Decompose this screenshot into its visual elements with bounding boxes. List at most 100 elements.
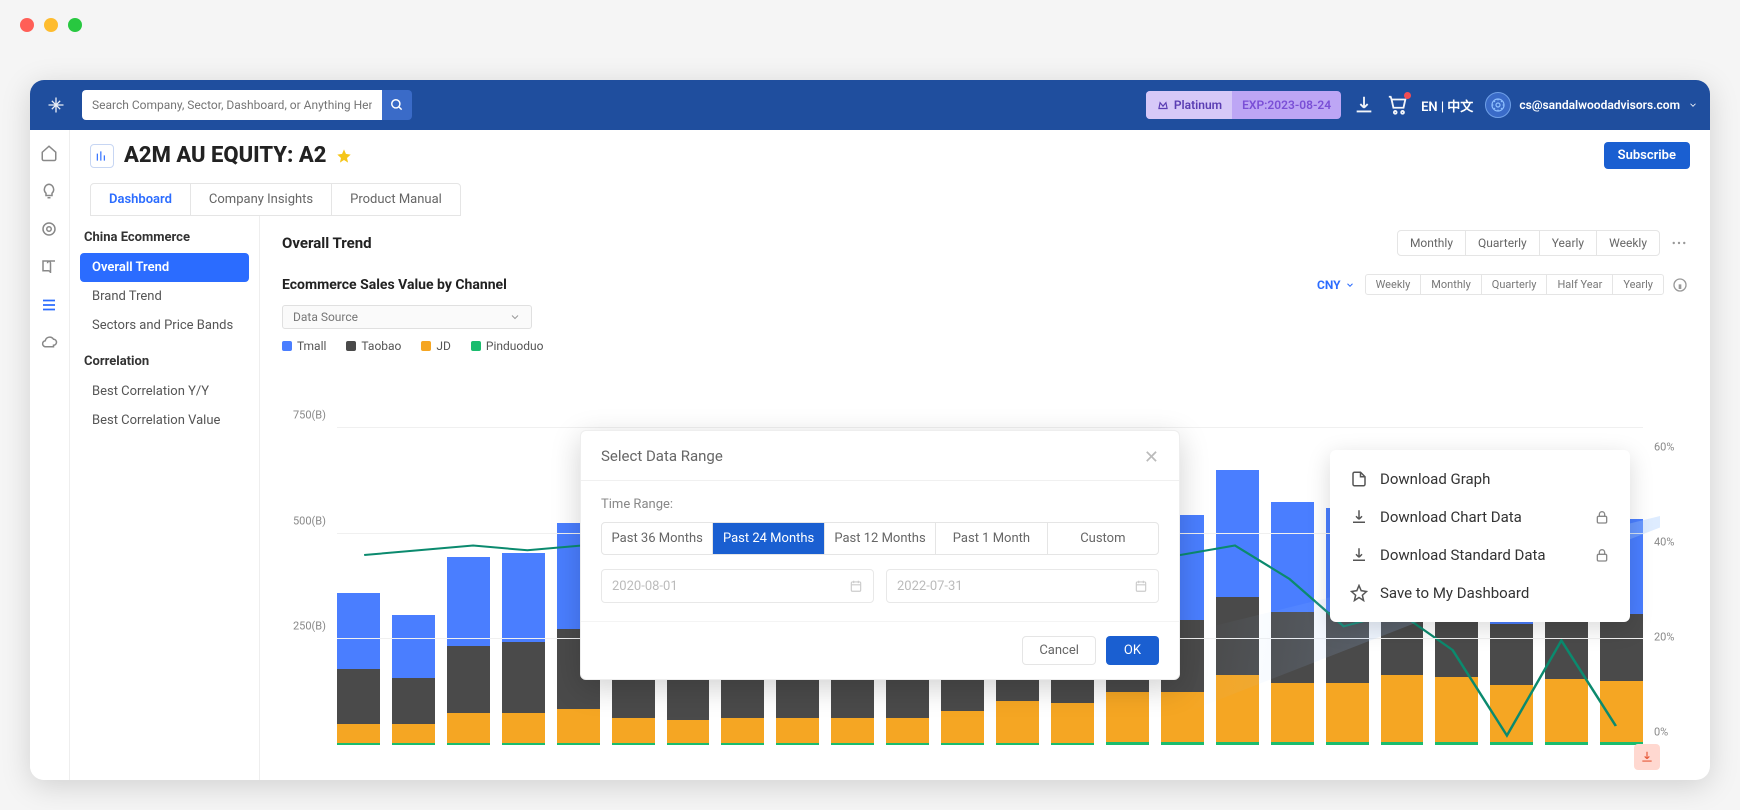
search-input[interactable] [82,90,382,120]
chart-legend: Tmall Taobao JD Pinduoduo [282,339,1688,353]
cart-notification-dot [1404,92,1411,99]
sub-pill-weekly[interactable]: Weekly [1366,275,1422,294]
bar-segment-pdd [337,743,380,745]
plan-label: Platinum [1174,98,1222,112]
rail-book-icon[interactable] [40,258,60,278]
rail-home-icon[interactable] [40,144,60,164]
range-option-past-24-months[interactable]: Past 24 Months [713,523,824,554]
range-option-custom[interactable]: Custom [1048,523,1158,554]
sidebar-item-sectors-and-price-bands[interactable]: Sectors and Price Bands [80,311,249,340]
bar-segment-jd [1381,675,1424,743]
period-pill-monthly[interactable]: Monthly [1398,231,1466,255]
bar-segment-pdd [831,743,874,745]
download-icon[interactable] [1353,94,1375,116]
bar-segment-pdd [721,743,764,745]
rail-cloud-icon[interactable] [40,334,60,354]
tab-product-manual[interactable]: Product Manual [332,184,460,215]
bar-stack[interactable] [447,557,490,745]
download-icon [1350,546,1368,564]
bar-segment-jd [1051,703,1094,743]
bar-segment-jd [612,718,655,743]
rail-target-icon[interactable] [40,220,60,240]
datasource-select[interactable]: Data Source [282,305,532,329]
info-icon[interactable] [1672,277,1688,293]
bar-segment-jd [447,713,490,743]
legend-item-tmall[interactable]: Tmall [282,339,326,353]
bar-segment-tmall [502,553,545,642]
bar-stack[interactable] [392,615,435,745]
user-email: cs@sandalwoodadvisors.com [1519,98,1680,112]
bar-segment-pdd [776,743,819,745]
bar-segment-jd [1326,683,1369,742]
star-icon [1350,584,1368,602]
sidebar-item-best-correlation-value[interactable]: Best Correlation Value [80,406,249,435]
bar-stack[interactable] [1271,502,1314,745]
favorite-star-icon[interactable] [336,148,352,164]
menu-item-download-chart-data[interactable]: Download Chart Data [1330,498,1630,536]
currency-selector[interactable]: CNY [1317,278,1355,292]
window-minimize-dot[interactable] [44,18,58,32]
menu-item-download-standard-data[interactable]: Download Standard Data [1330,536,1630,574]
sidebar-item-overall-trend[interactable]: Overall Trend [80,253,249,282]
ok-button[interactable]: OK [1106,636,1159,665]
window-close-dot[interactable] [20,18,34,32]
plan-badge[interactable]: Platinum EXP:2023-08-24 [1146,91,1341,119]
modal-close-icon[interactable]: ✕ [1144,447,1159,468]
sidebar: China Ecommerce Overall TrendBrand Trend… [70,216,260,780]
sidebar-item-best-correlation-y-y[interactable]: Best Correlation Y/Y [80,377,249,406]
rail-list-icon[interactable] [40,296,60,316]
sub-pill-quarterly[interactable]: Quarterly [1482,275,1548,294]
bar-stack[interactable] [502,553,545,745]
legend-item-pinduoduo[interactable]: Pinduoduo [471,339,544,353]
cancel-button[interactable]: Cancel [1022,636,1096,665]
legend-swatch [421,341,431,351]
tab-company-insights[interactable]: Company Insights [191,184,332,215]
subscribe-button[interactable]: Subscribe [1604,142,1690,169]
cart-icon[interactable] [1387,94,1409,116]
bar-segment-taobao [1271,612,1314,684]
tab-dashboard[interactable]: Dashboard [91,184,191,215]
bar-segment-jd [1271,683,1314,742]
range-option-past-1-month[interactable]: Past 1 Month [936,523,1047,554]
user-menu[interactable]: cs@sandalwoodadvisors.com [1485,92,1698,118]
period-pill-quarterly[interactable]: Quarterly [1466,231,1540,255]
bar-segment-tmall [337,593,380,669]
sub-pill-monthly[interactable]: Monthly [1421,275,1482,294]
menu-item-download-graph[interactable]: Download Graph [1330,460,1630,498]
time-range-label: Time Range: [601,497,1159,512]
sub-pill-yearly[interactable]: Yearly [1613,275,1663,294]
bar-segment-jd [502,713,545,743]
modal-title: Select Data Range [601,447,723,468]
range-option-past-36-months[interactable]: Past 36 Months [602,523,713,554]
bar-segment-taobao [447,646,490,714]
period-pill-weekly[interactable]: Weekly [1597,231,1659,255]
bar-segment-jd [776,718,819,743]
bar-stack[interactable] [1216,470,1259,745]
date-to-input[interactable]: 2022-07-31 [886,569,1159,603]
bar-segment-pdd [1545,742,1588,745]
menu-item-save-to-my-dashboard[interactable]: Save to My Dashboard [1330,574,1630,612]
more-icon[interactable] [1670,234,1688,252]
bar-segment-pdd [1435,742,1478,745]
sub-pill-half-year[interactable]: Half Year [1547,275,1613,294]
sidebar-item-brand-trend[interactable]: Brand Trend [80,282,249,311]
bar-segment-taobao [1326,612,1369,684]
app-logo[interactable] [42,91,70,119]
range-option-past-12-months[interactable]: Past 12 Months [825,523,936,554]
window-maximize-dot[interactable] [68,18,82,32]
rail-bulb-icon[interactable] [40,182,60,202]
bar-segment-jd [1435,677,1478,742]
download-icon [1350,508,1368,526]
language-toggle[interactable]: EN | 中文 [1421,96,1473,115]
search-button[interactable] [382,90,412,120]
topbar: Platinum EXP:2023-08-24 EN | 中文 cs@sanda… [30,80,1710,130]
legend-item-taobao[interactable]: Taobao [346,339,401,353]
calendar-icon [849,579,863,593]
download-chip[interactable] [1634,744,1660,770]
sidebar-group-title: China Ecommerce [80,230,249,245]
bar-segment-jd [941,711,984,743]
period-pill-yearly[interactable]: Yearly [1540,231,1597,255]
bar-stack[interactable] [337,593,380,745]
date-from-input[interactable]: 2020-08-01 [601,569,874,603]
legend-item-jd[interactable]: JD [421,339,451,353]
